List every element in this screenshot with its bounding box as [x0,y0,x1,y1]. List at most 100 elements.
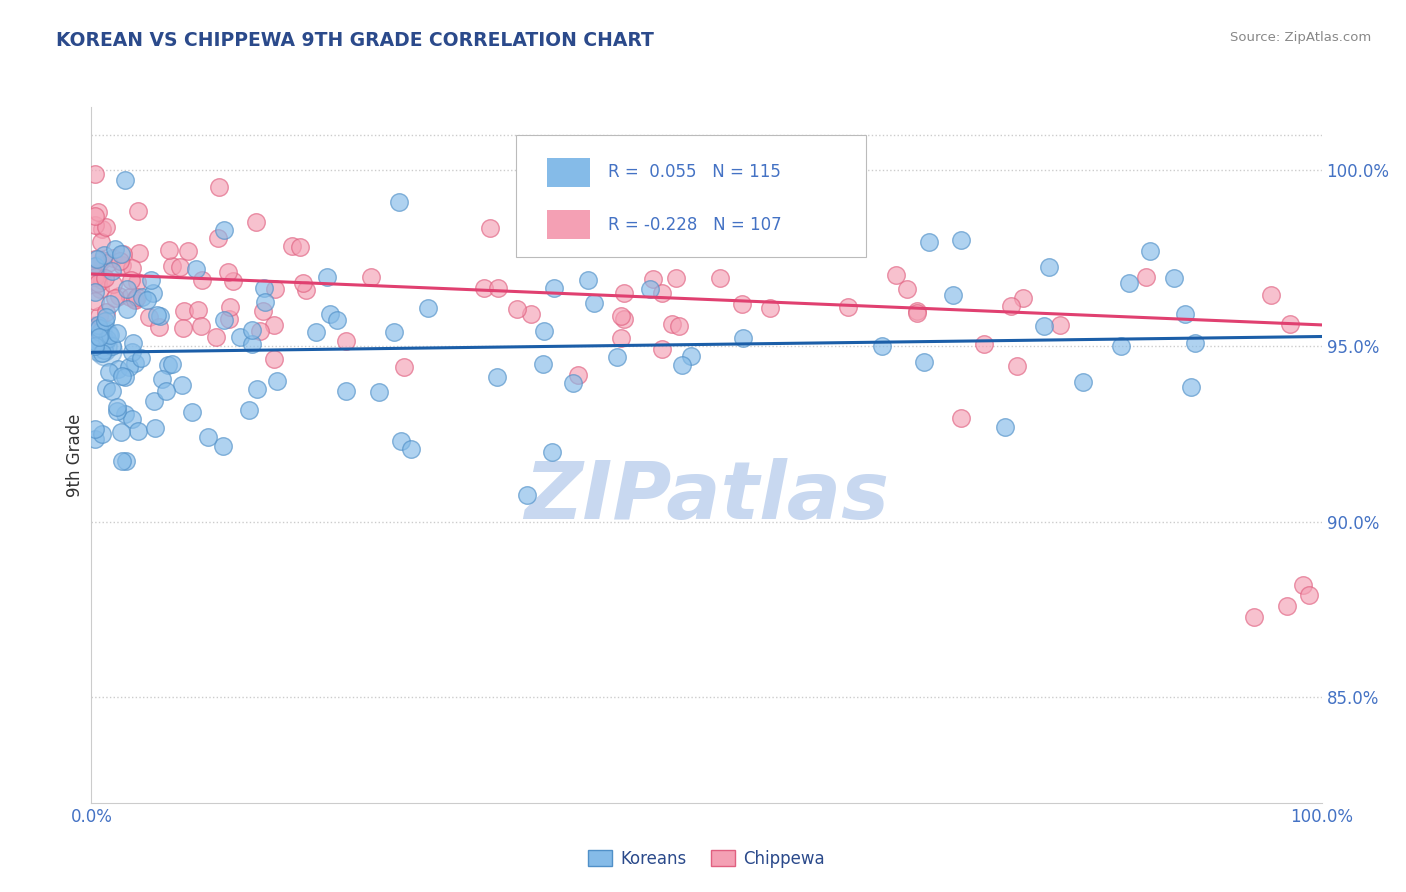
Point [86,335,108,350]
Point [190,318,212,333]
Point [172,321,194,335]
Point [950,233,973,247]
Point [86,318,108,332]
Point [335,384,357,399]
Point [86,335,108,350]
Point [91,346,114,360]
Text: KOREAN VS CHIPPEWA 9TH GRADE CORRELATION CHART: KOREAN VS CHIPPEWA 9TH GRADE CORRELATION… [56,31,654,50]
Point [208,179,231,194]
Text: R =  0.055   N = 115: R = 0.055 N = 115 [607,163,780,181]
Point [207,231,229,245]
Point [238,403,260,417]
Point [661,317,683,331]
Point [84,252,107,267]
Point [1243,609,1265,624]
Point [90,339,112,353]
Text: ZIPatlas: ZIPatlas [524,458,889,536]
Point [136,293,159,307]
Point [1260,288,1282,302]
Point [246,382,269,396]
Point [709,271,731,285]
Point [111,454,134,468]
Point [1139,244,1161,258]
Point [533,325,555,339]
Point [127,204,149,219]
Point [184,262,207,277]
Point [531,357,554,371]
Point [1032,319,1054,334]
Point [104,291,127,305]
Point [219,301,242,315]
Point [478,221,501,235]
Point [576,218,599,232]
FancyBboxPatch shape [547,158,589,187]
Point [228,329,250,343]
Point [905,303,928,318]
Point [114,407,136,421]
Point [121,260,143,275]
Point [295,283,318,297]
Point [142,285,165,300]
Point [486,369,509,384]
FancyBboxPatch shape [516,135,866,257]
Point [84,269,107,284]
Point [1118,276,1140,290]
Point [240,337,263,351]
Point [125,275,148,289]
Point [541,444,564,458]
Point [101,384,124,398]
Point [561,376,583,391]
Point [121,412,143,426]
Point [399,442,422,457]
Point [679,349,702,363]
Point [96,310,118,324]
Point [138,310,160,324]
Point [1277,599,1299,613]
Point [486,281,509,295]
Point [506,301,529,316]
Point [86,319,108,334]
FancyBboxPatch shape [547,210,589,239]
Point [110,254,132,268]
Point [162,357,184,371]
Point [643,272,665,286]
Point [162,259,184,273]
Point [912,355,935,369]
Point [91,427,114,442]
Point [124,356,146,370]
Point [84,167,107,181]
Point [905,305,928,319]
Point [121,336,143,351]
Point [96,332,118,346]
Point [610,331,633,345]
Point [610,309,633,323]
Point [1000,300,1022,314]
Point [121,344,143,359]
Point [105,326,128,341]
Text: R = -0.228   N = 107: R = -0.228 N = 107 [607,216,782,234]
Point [110,425,132,439]
Point [87,204,110,219]
Point [114,173,136,187]
Point [131,290,153,304]
Point [1298,589,1320,603]
Point [249,324,271,338]
Point [1038,260,1060,274]
Point [86,252,108,267]
Point [143,421,166,435]
Point [84,218,107,232]
Point [335,334,357,348]
Point [104,242,127,256]
Point [1180,380,1202,394]
Point [127,424,149,438]
Point [1292,578,1315,592]
Point [245,215,267,229]
Point [254,295,277,310]
Point [651,286,673,301]
Point [91,272,114,286]
Point [94,271,117,285]
Point [280,239,302,253]
Point [181,405,204,419]
Point [89,325,111,339]
Point [1135,269,1157,284]
